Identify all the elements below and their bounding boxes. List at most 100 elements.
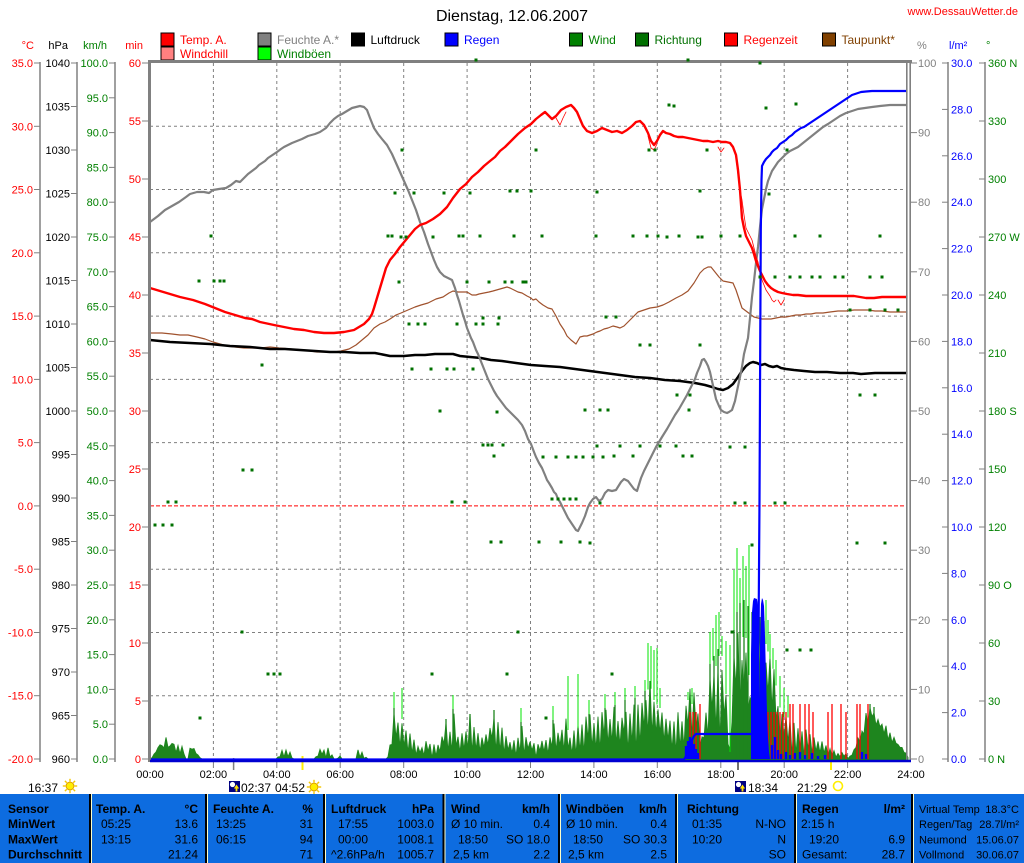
svg-text:19:20: 19:20 [809,833,839,847]
svg-text:Feuchte A.: Feuchte A. [213,802,274,816]
svg-text:16:00: 16:00 [644,769,672,781]
svg-text:8.0: 8.0 [951,568,966,580]
svg-text:0.0: 0.0 [18,501,33,513]
svg-text:MinWert: MinWert [8,817,55,831]
svg-text:45: 45 [129,232,141,244]
svg-text:1005.7: 1005.7 [397,848,434,862]
svg-text:0: 0 [135,754,141,766]
svg-text:2,5 km: 2,5 km [568,848,604,862]
svg-text:02:00: 02:00 [200,769,228,781]
svg-text:Windchill: Windchill [180,47,228,61]
svg-text:Luftdruck: Luftdruck [331,802,387,816]
svg-text:l/m²: l/m² [949,40,968,52]
svg-text:Ø 10 min.: Ø 10 min. [451,817,503,831]
svg-text:360 N: 360 N [988,58,1017,70]
svg-text:0.4: 0.4 [650,817,667,831]
svg-text:90: 90 [918,128,930,140]
svg-text:20: 20 [129,522,141,534]
svg-text:100: 100 [918,58,936,70]
svg-text:31.6: 31.6 [175,833,199,847]
svg-text:hPa: hPa [48,40,68,52]
svg-text:0.0: 0.0 [951,754,966,766]
svg-text:30.0: 30.0 [87,545,108,557]
svg-text:18.0: 18.0 [951,336,972,348]
svg-text:00:00: 00:00 [136,769,164,781]
svg-text:1000: 1000 [46,406,70,418]
svg-text:30: 30 [988,696,1000,708]
svg-text:-5.0: -5.0 [14,564,33,576]
svg-text:0.0: 0.0 [93,754,108,766]
svg-text:985: 985 [52,537,70,549]
svg-text:MaxWert: MaxWert [8,833,58,847]
svg-text:18:34: 18:34 [748,781,778,795]
svg-text:01:35: 01:35 [692,817,722,831]
svg-text:40.0: 40.0 [87,476,108,488]
svg-text:www.DessauWetter.de: www.DessauWetter.de [907,6,1018,18]
svg-text:2.0: 2.0 [951,708,966,720]
svg-text:55.0: 55.0 [87,371,108,383]
svg-text:14:00: 14:00 [580,769,608,781]
svg-text:18.3°C: 18.3°C [985,804,1019,816]
svg-text:Ø 10 min.: Ø 10 min. [566,817,618,831]
svg-text:24.0: 24.0 [951,197,972,209]
svg-text:20.0: 20.0 [87,615,108,627]
svg-text:Feuchte A.*: Feuchte A.* [277,33,339,47]
svg-text:6.9: 6.9 [888,833,905,847]
svg-text:10: 10 [129,638,141,650]
svg-text:31: 31 [300,817,314,831]
svg-text:13.6: 13.6 [175,817,199,831]
svg-text:Regen: Regen [802,802,839,816]
svg-text:95.0: 95.0 [87,93,108,105]
svg-text:16.0: 16.0 [951,383,972,395]
svg-text:Richtung: Richtung [655,33,702,47]
svg-text:100.0: 100.0 [80,58,108,70]
svg-text:970: 970 [52,667,70,679]
svg-text:20.0: 20.0 [12,248,33,260]
svg-text:08:00: 08:00 [390,769,418,781]
svg-text:10.0: 10.0 [951,522,972,534]
svg-text:1005: 1005 [46,363,70,375]
svg-text:5.0: 5.0 [93,719,108,731]
svg-text:35.0: 35.0 [12,58,33,70]
svg-text:00:00: 00:00 [338,833,368,847]
svg-text:25.0: 25.0 [87,580,108,592]
svg-text:1015: 1015 [46,276,70,288]
svg-text:80: 80 [918,197,930,209]
svg-text:15: 15 [129,580,141,592]
svg-text:0 N: 0 N [988,754,1005,766]
svg-text:1025: 1025 [46,189,70,201]
svg-text:°C: °C [185,802,199,816]
svg-text:300: 300 [988,174,1006,186]
svg-text:35: 35 [129,348,141,360]
svg-text:80.0: 80.0 [87,197,108,209]
svg-text:1035: 1035 [46,102,70,114]
svg-text:12.0: 12.0 [951,476,972,488]
svg-text:%: % [917,40,927,52]
svg-text:22:00: 22:00 [834,769,862,781]
svg-text:60.0: 60.0 [87,336,108,348]
svg-text:330: 330 [988,116,1006,128]
svg-text:km/h: km/h [83,40,107,52]
svg-text:75.0: 75.0 [87,232,108,244]
svg-text:1020: 1020 [46,232,70,244]
svg-text:4.0: 4.0 [951,661,966,673]
svg-text:N: N [777,833,786,847]
svg-text:1010: 1010 [46,319,70,331]
svg-text:-15.0: -15.0 [8,691,33,703]
svg-text:30.06.07: 30.06.07 [976,850,1019,862]
svg-text:°C: °C [22,40,34,52]
svg-text:Luftdruck: Luftdruck [371,33,421,47]
svg-text:26.0: 26.0 [951,151,972,163]
svg-text:965: 965 [52,711,70,723]
svg-text:10:20: 10:20 [692,833,722,847]
svg-text:975: 975 [52,624,70,636]
svg-text:15.0: 15.0 [12,311,33,323]
svg-text:Windböen: Windböen [566,802,624,816]
svg-text:15.0: 15.0 [87,650,108,662]
svg-text:Temp. A.: Temp. A. [180,33,227,47]
svg-text:km/h: km/h [522,802,550,816]
svg-text:04:00: 04:00 [263,769,291,781]
svg-text:28.7l/m²: 28.7l/m² [979,819,1019,831]
svg-text:22.0: 22.0 [951,244,972,256]
svg-text:Vollmond: Vollmond [919,850,964,862]
